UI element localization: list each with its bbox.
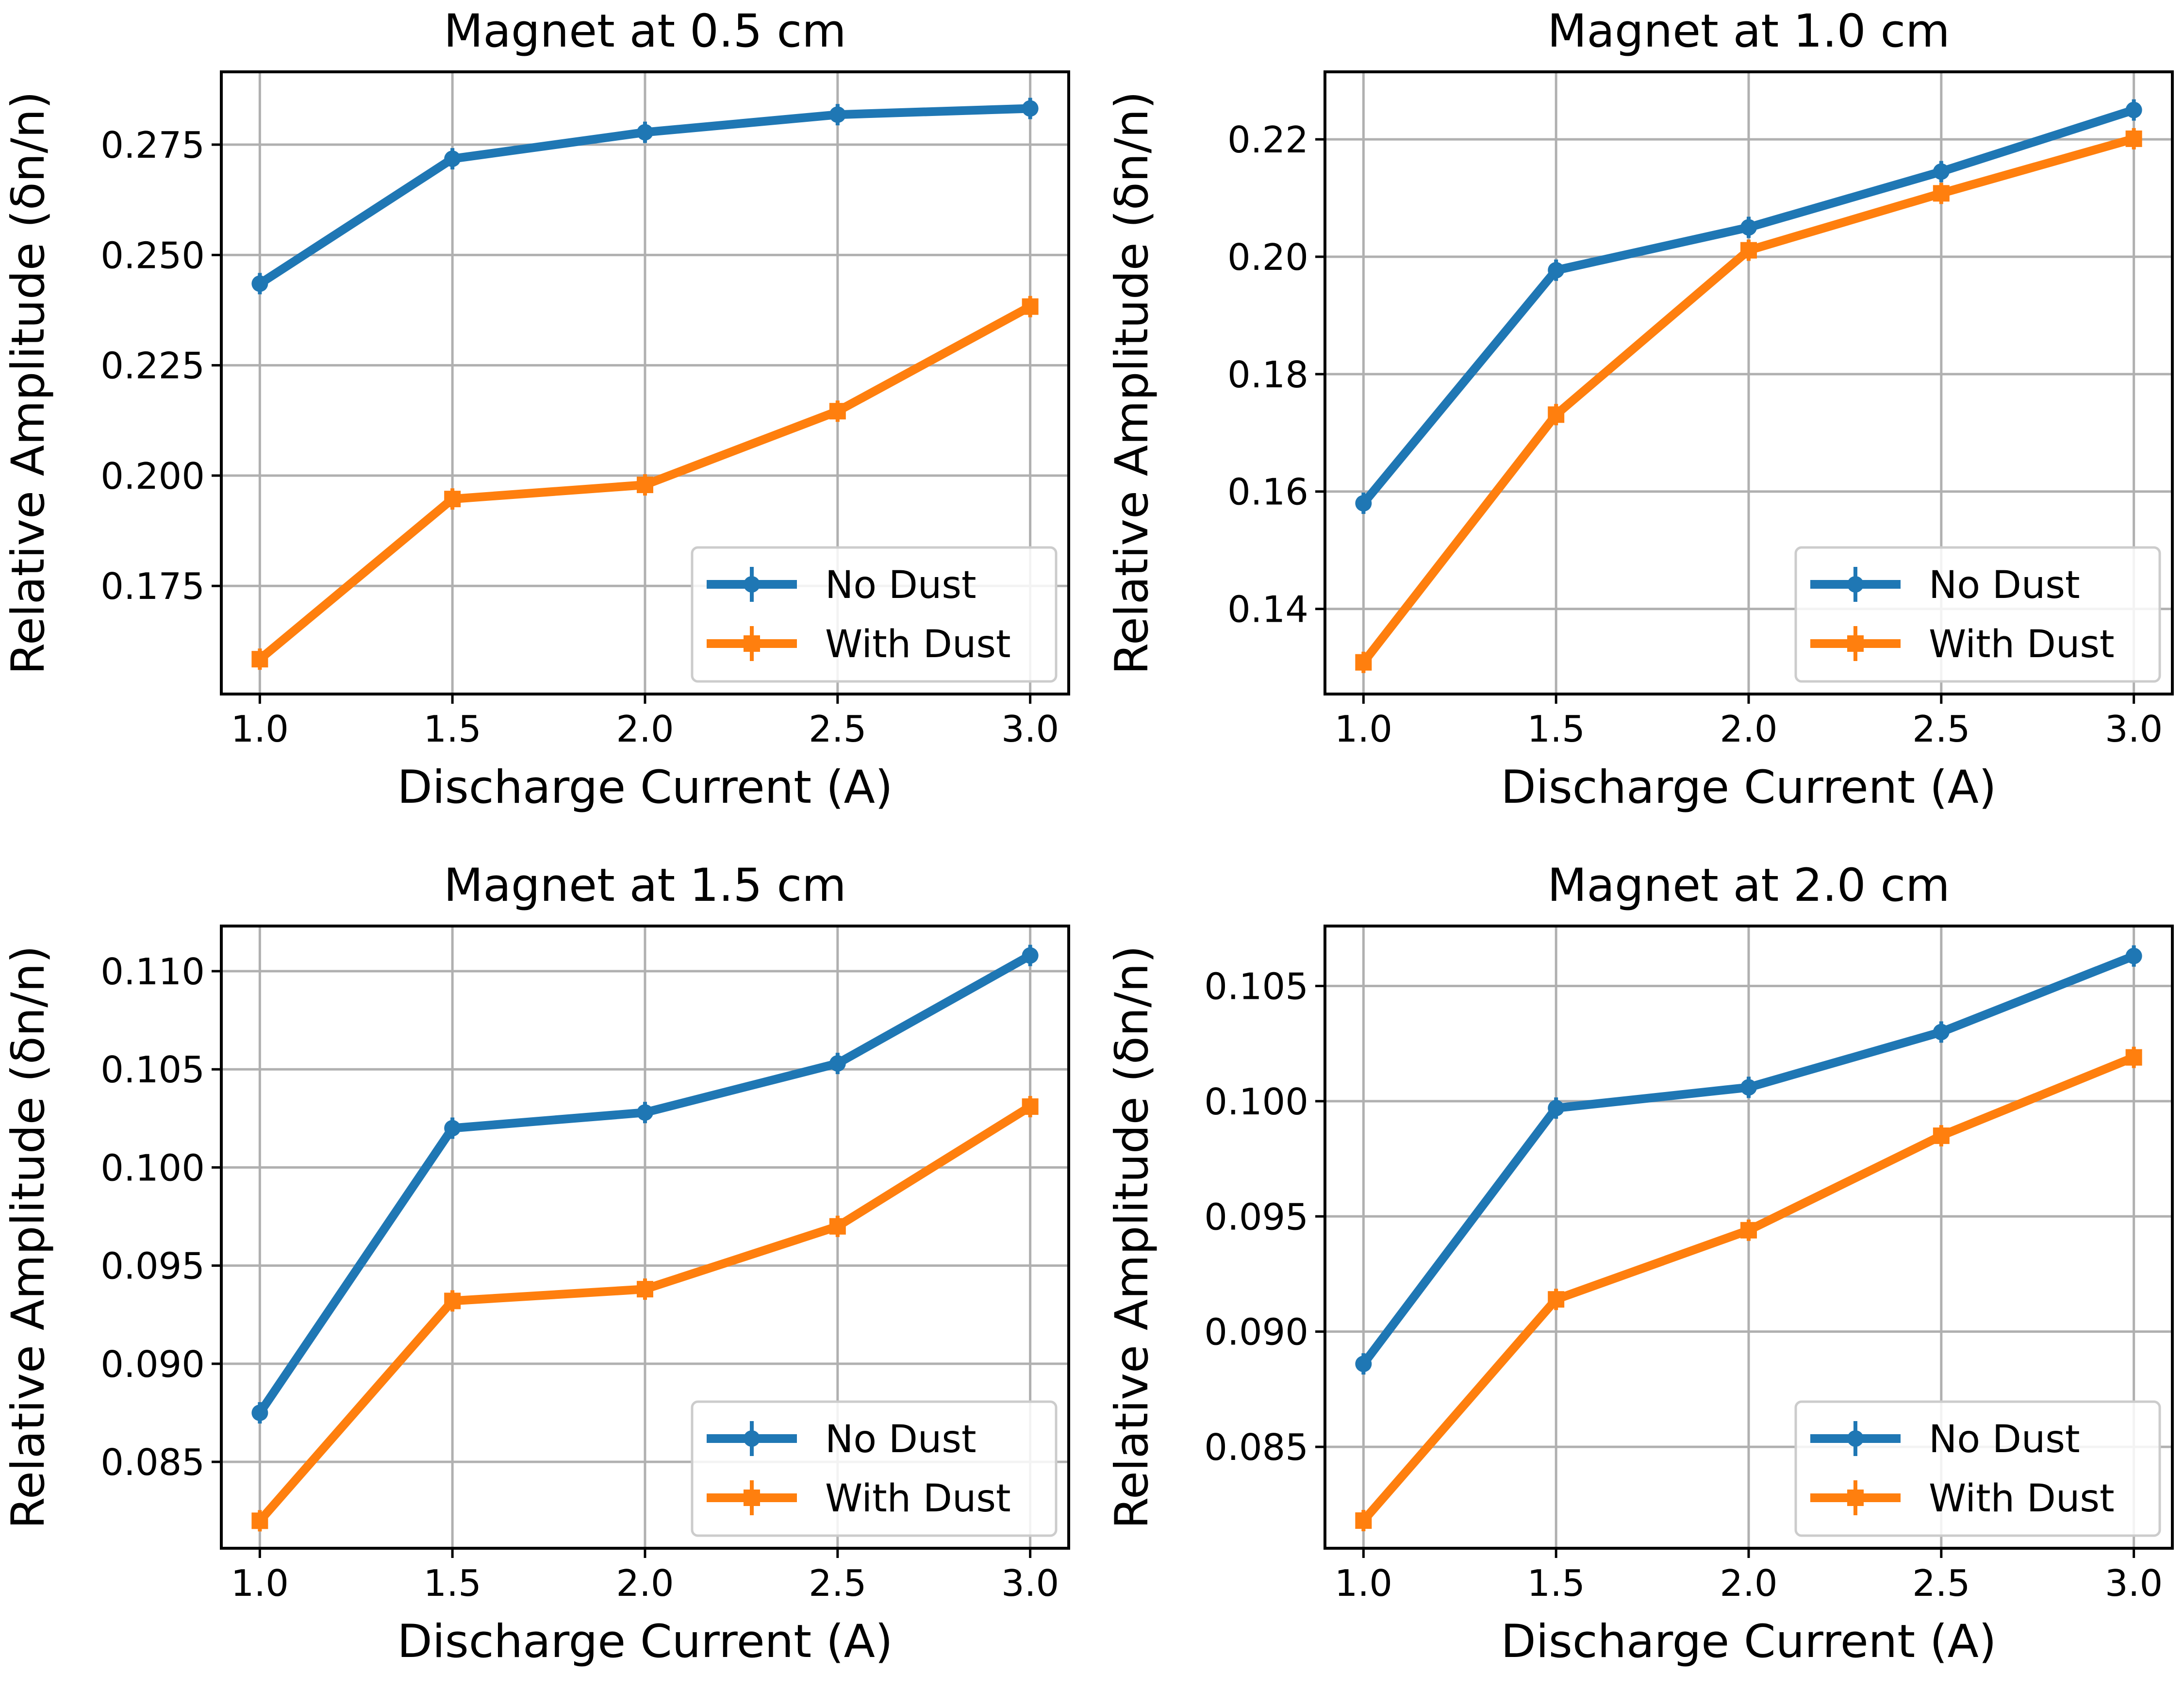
grid: [1325, 926, 2172, 1548]
subplot-magnet-0-5cm: Magnet at 0.5 cm Discharge Current (A) R…: [2, 5, 1070, 814]
axes-frame: [220, 925, 1070, 1550]
x-tick-label: 1.0: [1335, 708, 1392, 750]
y-tick-label: 0.085: [100, 1441, 205, 1484]
x-tick-label: 1.0: [231, 1562, 289, 1605]
x-tick-label: 2.5: [809, 708, 866, 750]
x-tick-label: 2.0: [1720, 708, 1777, 750]
axes-frame: [1324, 925, 2174, 1550]
x-tick-label: 1.5: [1527, 1562, 1585, 1605]
y-tick-label: 0.16: [1227, 471, 1308, 513]
y-axis-label: Relative Amplitude (δn/n): [1106, 91, 1158, 675]
x-tick-label: 3.0: [2105, 1562, 2163, 1605]
y-tick-label: 0.225: [100, 345, 205, 387]
grid: [221, 72, 1069, 694]
x-tick-label: 3.0: [1001, 1562, 1059, 1605]
y-tick-label: 0.275: [100, 124, 205, 166]
y-tick-label: 0.18: [1227, 353, 1308, 396]
y-tick-label: 0.20: [1227, 236, 1308, 279]
y-tick-label: 0.100: [100, 1146, 205, 1189]
legend: No Dust With Dust: [691, 1400, 1058, 1537]
x-tick-label: 2.5: [1912, 1562, 1970, 1605]
x-axis-label: Discharge Current (A): [397, 761, 893, 814]
x-tick-label: 2.5: [809, 1562, 866, 1605]
legend-label: With Dust: [1929, 1477, 2115, 1521]
legend-label: No Dust: [825, 563, 976, 607]
legend-label: With Dust: [825, 1477, 1011, 1521]
y-tick-label: 0.22: [1227, 118, 1308, 161]
y-tick-label: 0.095: [1204, 1195, 1308, 1238]
y-tick-label: 0.175: [100, 565, 205, 608]
y-tick-label: 0.110: [100, 950, 205, 993]
y-tick-label: 0.100: [1204, 1080, 1308, 1123]
subplot-title: Magnet at 0.5 cm: [444, 5, 846, 58]
y-tick-label: 0.105: [1204, 965, 1308, 1008]
legend: No Dust With Dust: [1794, 1400, 2161, 1537]
x-tick-label: 1.5: [1527, 708, 1585, 750]
subplot-title: Magnet at 2.0 cm: [1547, 859, 1950, 912]
y-tick-label: 0.14: [1227, 588, 1308, 631]
x-tick-label: 1.0: [231, 708, 289, 750]
subplot-magnet-1-5cm: Magnet at 1.5 cm Discharge Current (A) R…: [2, 859, 1070, 1668]
legend-label: No Dust: [825, 1418, 976, 1461]
legend: No Dust With Dust: [1794, 546, 2161, 683]
x-axis-label: Discharge Current (A): [1501, 1615, 1996, 1668]
y-tick-label: 0.090: [100, 1343, 205, 1386]
axes-frame: [220, 70, 1070, 695]
x-tick-label: 2.0: [616, 1562, 674, 1605]
legend-label: No Dust: [1929, 1418, 2080, 1461]
y-axis-label: Relative Amplitude (δn/n): [1106, 945, 1158, 1529]
x-tick-label: 1.5: [424, 708, 481, 750]
y-tick-label: 0.095: [100, 1245, 205, 1288]
axes-frame: [1324, 70, 2174, 695]
x-tick-label: 2.5: [1912, 708, 1970, 750]
x-tick-label: 3.0: [2105, 708, 2163, 750]
x-tick-label: 1.0: [1335, 1562, 1392, 1605]
legend-label: With Dust: [1929, 623, 2115, 666]
y-tick-label: 0.085: [1204, 1426, 1308, 1469]
legend: No Dust With Dust: [691, 546, 1058, 683]
legend-label: No Dust: [1929, 563, 2080, 607]
subplot-magnet-1-0cm: Magnet at 1.0 cm Discharge Current (A) R…: [1106, 5, 2174, 814]
x-axis-label: Discharge Current (A): [397, 1615, 893, 1668]
x-tick-label: 2.0: [1720, 1562, 1777, 1605]
subplot-title: Magnet at 1.0 cm: [1547, 5, 1950, 58]
y-axis-label: Relative Amplitude (δn/n): [2, 91, 55, 675]
y-axis-label: Relative Amplitude (δn/n): [2, 945, 55, 1529]
x-tick-label: 1.5: [424, 1562, 481, 1605]
legend-label: With Dust: [825, 623, 1011, 666]
x-tick-label: 2.0: [616, 708, 674, 750]
x-axis-label: Discharge Current (A): [1501, 761, 1996, 814]
y-tick-label: 0.105: [100, 1048, 205, 1091]
y-tick-label: 0.090: [1204, 1311, 1308, 1354]
x-tick-label: 3.0: [1001, 708, 1059, 750]
y-tick-label: 0.200: [100, 455, 205, 497]
subplot-title: Magnet at 1.5 cm: [444, 859, 846, 912]
subplot-magnet-2-0cm: Magnet at 2.0 cm Discharge Current (A) R…: [1106, 859, 2174, 1668]
y-tick-label: 0.250: [100, 234, 205, 277]
